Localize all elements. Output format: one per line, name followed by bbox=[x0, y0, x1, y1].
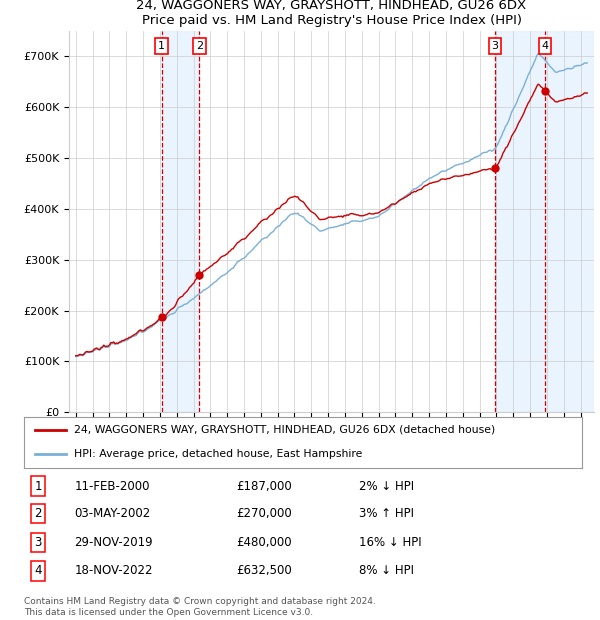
Text: 2% ↓ HPI: 2% ↓ HPI bbox=[359, 480, 414, 493]
Title: 24, WAGGONERS WAY, GRAYSHOTT, HINDHEAD, GU26 6DX
Price paid vs. HM Land Registry: 24, WAGGONERS WAY, GRAYSHOTT, HINDHEAD, … bbox=[136, 0, 527, 27]
Text: Contains HM Land Registry data © Crown copyright and database right 2024.
This d: Contains HM Land Registry data © Crown c… bbox=[24, 598, 376, 617]
Text: 24, WAGGONERS WAY, GRAYSHOTT, HINDHEAD, GU26 6DX (detached house): 24, WAGGONERS WAY, GRAYSHOTT, HINDHEAD, … bbox=[74, 425, 496, 435]
Text: 4: 4 bbox=[34, 564, 42, 577]
Text: 3: 3 bbox=[34, 536, 41, 549]
Text: £270,000: £270,000 bbox=[236, 507, 292, 520]
Text: 3% ↑ HPI: 3% ↑ HPI bbox=[359, 507, 414, 520]
Text: £632,500: £632,500 bbox=[236, 564, 292, 577]
Text: £187,000: £187,000 bbox=[236, 480, 292, 493]
Text: 1: 1 bbox=[158, 42, 165, 51]
Text: £480,000: £480,000 bbox=[236, 536, 292, 549]
Text: 3: 3 bbox=[491, 42, 499, 51]
Text: 18-NOV-2022: 18-NOV-2022 bbox=[74, 564, 153, 577]
Bar bbox=[162, 31, 199, 412]
Text: HPI: Average price, detached house, East Hampshire: HPI: Average price, detached house, East… bbox=[74, 449, 362, 459]
Text: 11-FEB-2000: 11-FEB-2000 bbox=[74, 480, 150, 493]
Text: 29-NOV-2019: 29-NOV-2019 bbox=[74, 536, 153, 549]
Text: 2: 2 bbox=[196, 42, 203, 51]
Text: 4: 4 bbox=[541, 42, 548, 51]
Text: 2: 2 bbox=[34, 507, 42, 520]
Text: 03-MAY-2002: 03-MAY-2002 bbox=[74, 507, 151, 520]
Text: 16% ↓ HPI: 16% ↓ HPI bbox=[359, 536, 421, 549]
Text: 1: 1 bbox=[34, 480, 42, 493]
Bar bbox=[495, 31, 598, 412]
Text: 8% ↓ HPI: 8% ↓ HPI bbox=[359, 564, 414, 577]
